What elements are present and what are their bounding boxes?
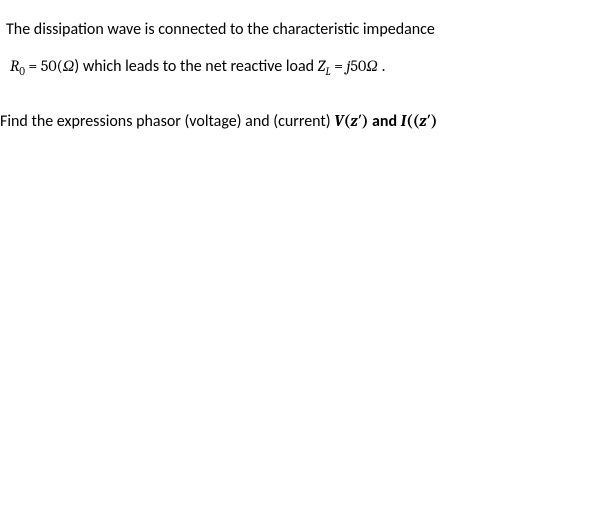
text-dissipation: The dissipation wave is connected to the…: [6, 20, 435, 39]
equals-2: =: [331, 57, 347, 75]
problem-line-2: R0 = 50(Ω) which leads to the net reacti…: [6, 54, 595, 81]
paren-close-2: ): [431, 112, 438, 130]
problem-line-1: The dissipation wave is connected to the…: [6, 18, 595, 42]
paren-open-2: ((: [406, 112, 419, 130]
symbol-v: V: [334, 112, 344, 130]
omega-2: Ω: [366, 57, 378, 75]
text-and: and: [368, 112, 400, 131]
text-leads-to: ) which leads to the net reactive load: [74, 57, 317, 76]
omega-1: Ω: [63, 57, 75, 75]
problem-line-3: Find the expressions phasor (voltage) an…: [0, 109, 595, 134]
symbol-z-prime-1: z: [350, 112, 358, 130]
text-find-expressions: Find the expressions phasor (voltage) an…: [0, 112, 334, 131]
equals-fifty: = 50(: [25, 57, 63, 75]
symbol-z-prime-2: z: [419, 112, 427, 130]
period: .: [378, 57, 386, 76]
value-fifty: 50: [350, 57, 366, 75]
symbol-r: R: [10, 57, 19, 75]
